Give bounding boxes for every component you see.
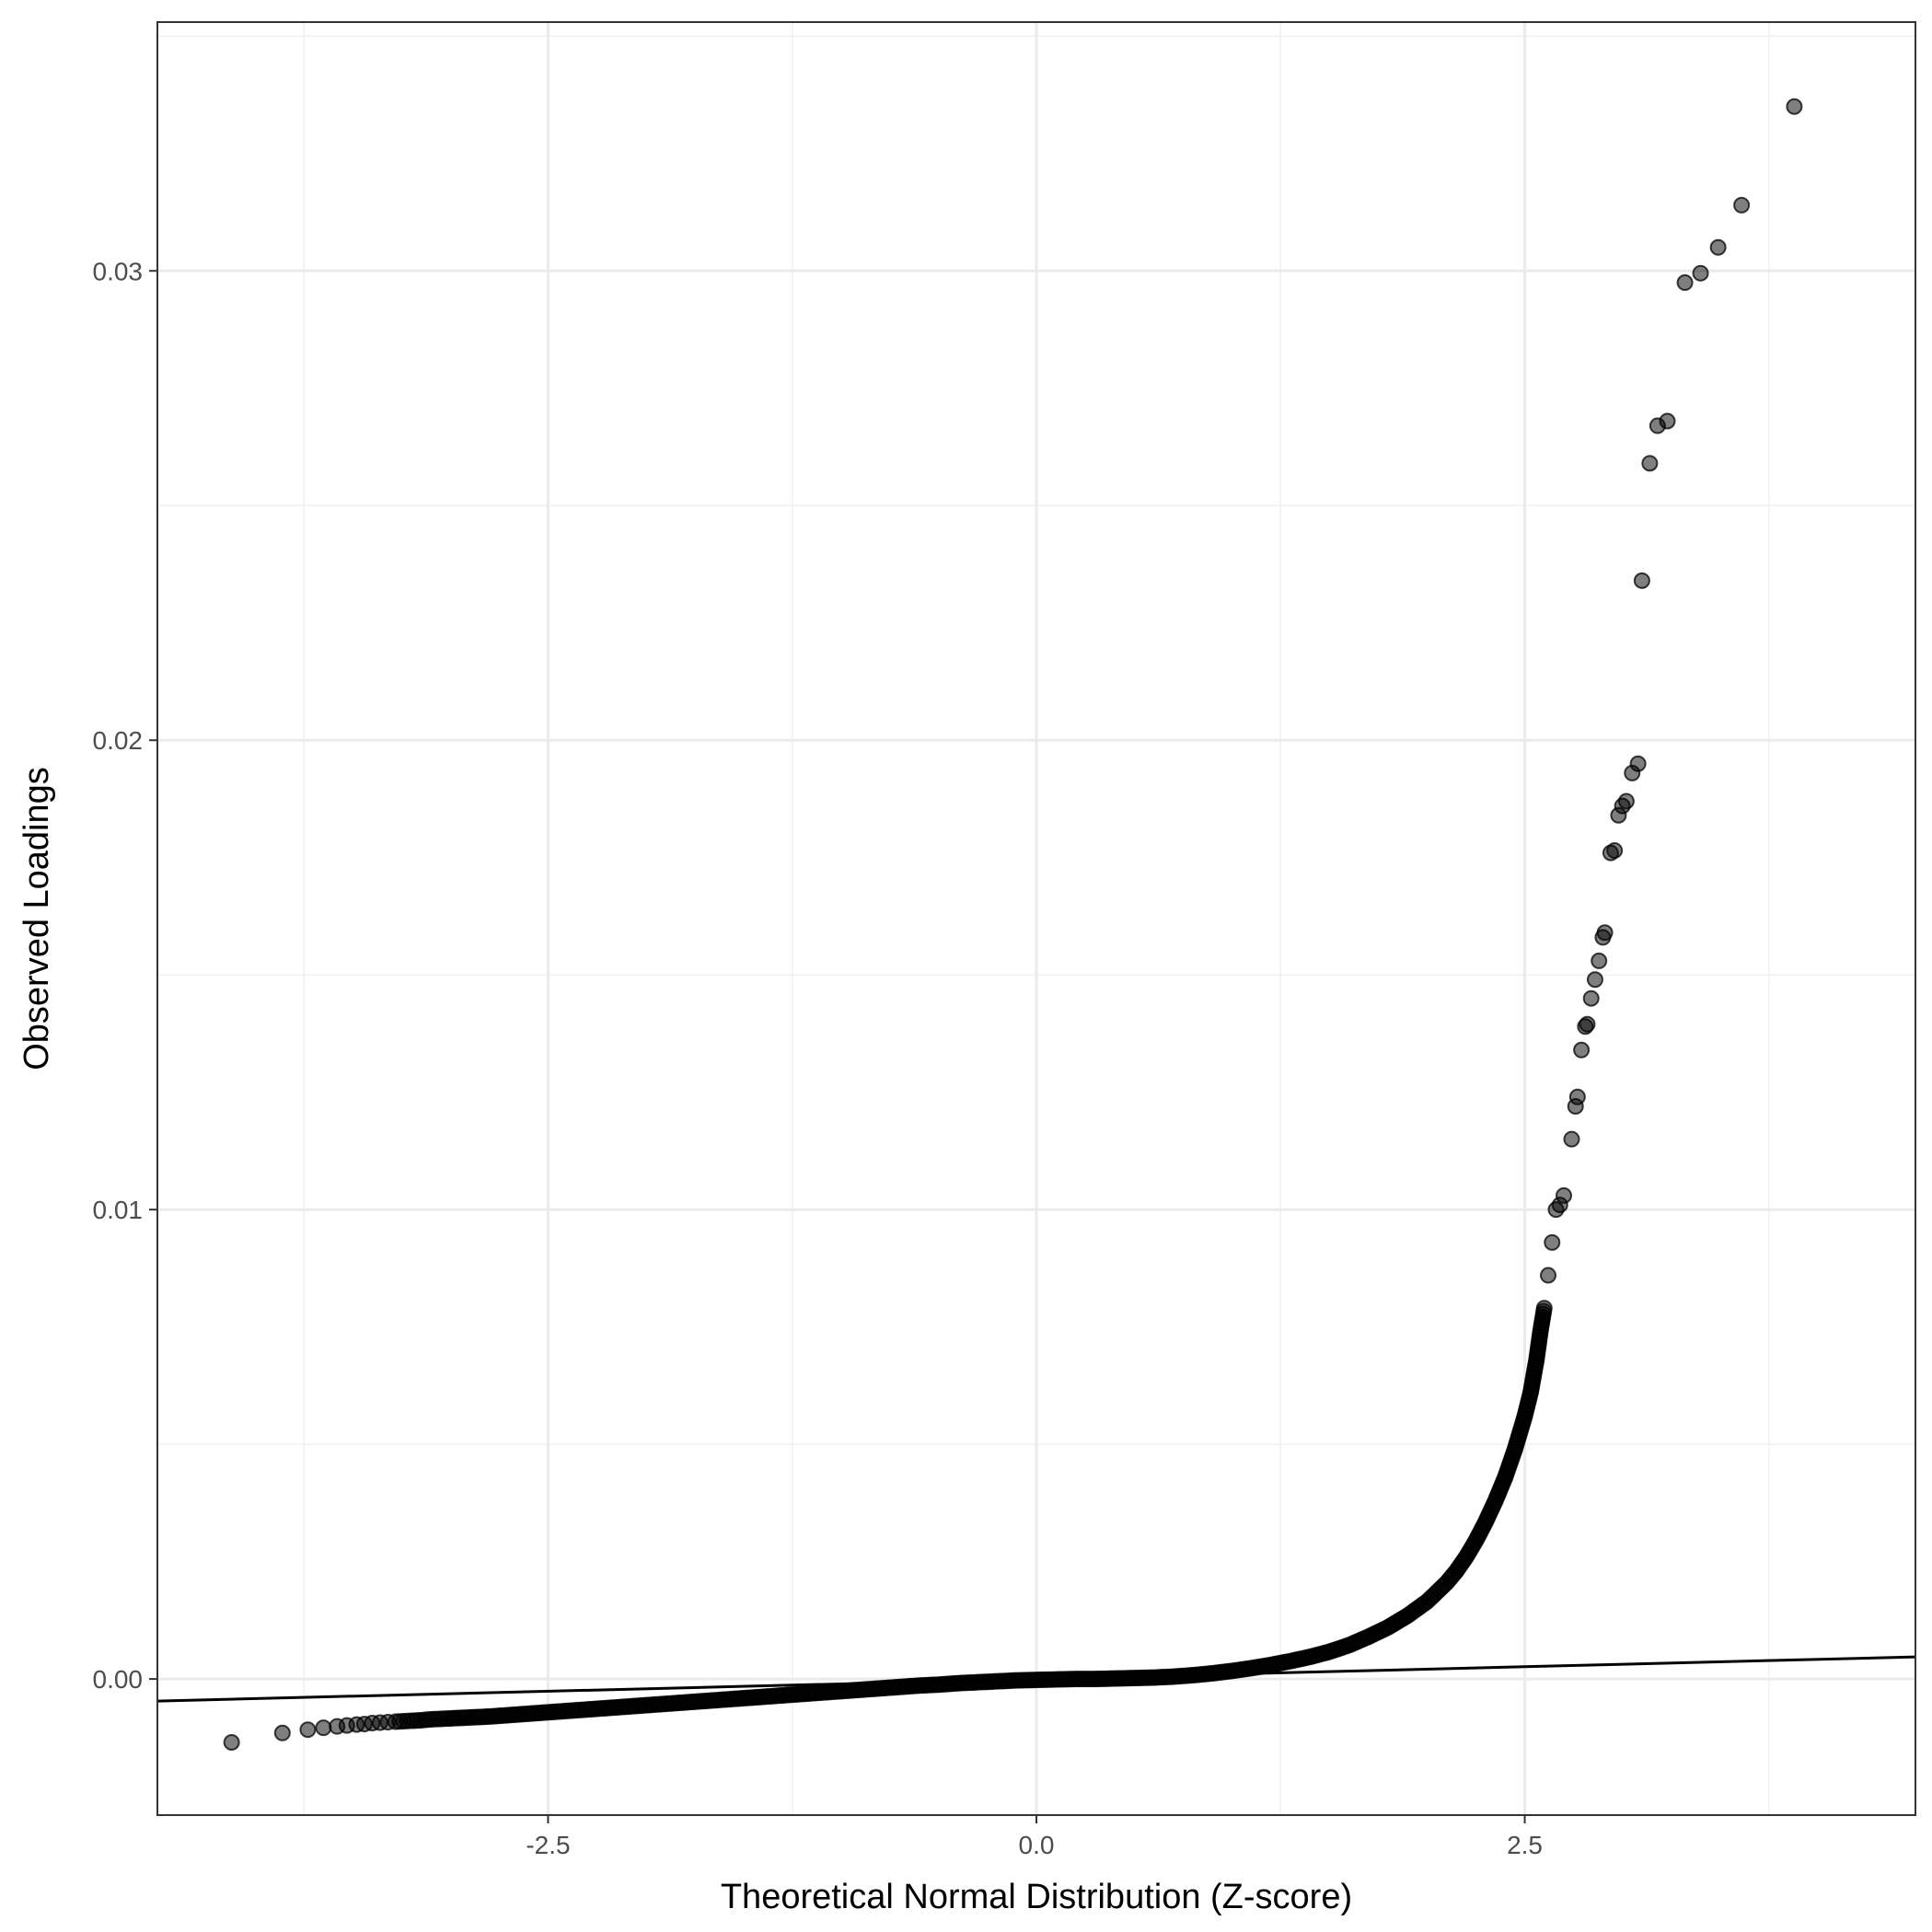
data-point — [1535, 1300, 1553, 1317]
data-point — [1568, 1088, 1586, 1105]
data-points — [223, 98, 1803, 1751]
data-point — [315, 1719, 332, 1737]
data-point — [1606, 842, 1624, 860]
data-point — [1617, 792, 1635, 810]
data-point — [273, 1724, 291, 1741]
data-point — [1579, 1015, 1596, 1033]
data-point — [1629, 755, 1647, 772]
data-point — [1633, 572, 1650, 589]
x-tick-label: 0.0 — [1019, 1831, 1055, 1859]
data-point — [1544, 1233, 1561, 1251]
y-axis-title: Observed Loadings — [17, 767, 56, 1070]
data-point — [1733, 196, 1751, 214]
data-point — [1786, 98, 1803, 115]
x-tick-label: 2.5 — [1507, 1831, 1543, 1859]
data-point — [1709, 238, 1727, 256]
x-tick-label: -2.5 — [526, 1831, 570, 1859]
y-axis-ticks: 0.00 0.01 0.02 0.03 — [93, 257, 157, 1694]
grid-major — [157, 22, 1915, 1815]
data-point — [1563, 1130, 1580, 1148]
data-point — [223, 1733, 240, 1751]
y-tick-label: 0.01 — [93, 1196, 144, 1224]
data-point — [1692, 264, 1709, 282]
data-point — [1586, 971, 1603, 989]
data-point — [1596, 924, 1614, 942]
y-tick-label: 0.02 — [93, 726, 144, 755]
data-point — [299, 1721, 317, 1739]
data-point — [1659, 412, 1676, 430]
data-point — [1582, 989, 1600, 1007]
data-point — [1573, 1041, 1591, 1059]
y-tick-label: 0.03 — [93, 257, 144, 285]
data-point — [1676, 274, 1694, 292]
data-point — [1641, 455, 1659, 472]
x-axis-title: Theoretical Normal Distribution (Z-score… — [721, 1878, 1352, 1916]
y-tick-label: 0.00 — [93, 1665, 144, 1694]
data-point — [1591, 952, 1608, 969]
x-axis-ticks: -2.5 0.0 2.5 — [526, 1815, 1543, 1859]
data-point — [1556, 1186, 1572, 1204]
data-point — [1540, 1267, 1557, 1284]
